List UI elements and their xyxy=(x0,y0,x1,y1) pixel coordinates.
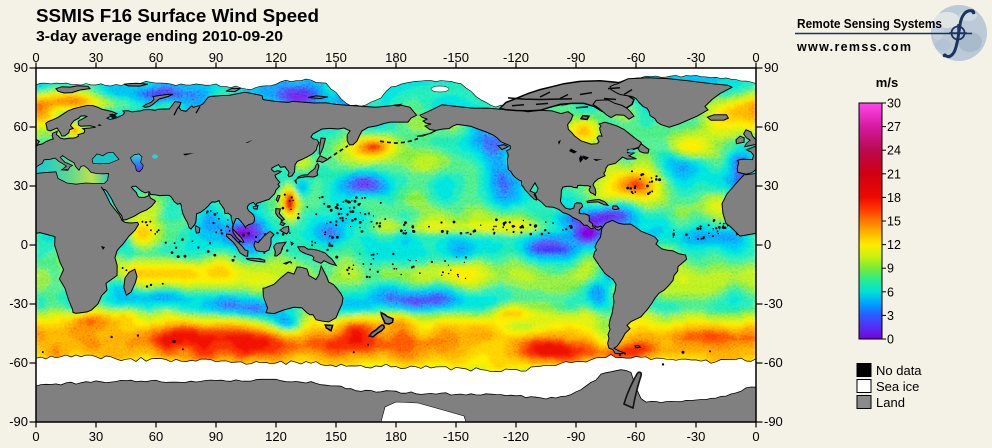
svg-text:0: 0 xyxy=(752,50,759,65)
svg-text:27: 27 xyxy=(887,120,901,134)
svg-text:Land: Land xyxy=(876,395,905,410)
svg-text:-90: -90 xyxy=(9,414,28,429)
svg-text:180: 180 xyxy=(385,50,407,65)
svg-text:6: 6 xyxy=(887,285,894,299)
svg-text:-120: -120 xyxy=(503,429,529,444)
svg-text:150: 150 xyxy=(325,50,347,65)
svg-text:No data: No data xyxy=(876,363,922,378)
svg-text:0: 0 xyxy=(21,237,28,252)
svg-text:90: 90 xyxy=(209,429,223,444)
svg-text:24: 24 xyxy=(887,144,901,158)
svg-text:-60: -60 xyxy=(627,429,646,444)
svg-text:-150: -150 xyxy=(443,429,469,444)
svg-text:30: 30 xyxy=(14,178,28,193)
svg-text:-30: -30 xyxy=(687,50,706,65)
svg-text:3-day average ending 2010-09-2: 3-day average ending 2010-09-20 xyxy=(36,28,283,45)
svg-text:0: 0 xyxy=(764,237,771,252)
svg-text:90: 90 xyxy=(14,60,28,75)
svg-text:60: 60 xyxy=(14,119,28,134)
svg-text:0: 0 xyxy=(32,50,39,65)
svg-text:120: 120 xyxy=(265,50,287,65)
svg-text:3: 3 xyxy=(887,309,894,323)
svg-text:SSMIS F16 Surface Wind Speed: SSMIS F16 Surface Wind Speed xyxy=(36,5,319,26)
svg-text:0: 0 xyxy=(32,429,39,444)
svg-text:-90: -90 xyxy=(764,414,783,429)
svg-text:0: 0 xyxy=(752,429,759,444)
svg-text:-30: -30 xyxy=(687,429,706,444)
svg-text:-60: -60 xyxy=(9,355,28,370)
svg-text:-120: -120 xyxy=(503,50,529,65)
svg-text:90: 90 xyxy=(764,60,778,75)
svg-text:9: 9 xyxy=(887,262,894,276)
svg-text:0: 0 xyxy=(887,333,894,347)
svg-text:m/s: m/s xyxy=(876,75,898,90)
svg-text:-90: -90 xyxy=(567,429,586,444)
svg-text:18: 18 xyxy=(887,191,901,205)
svg-text:-60: -60 xyxy=(764,355,783,370)
svg-text:www.remss.com: www.remss.com xyxy=(796,40,911,54)
svg-text:180: 180 xyxy=(385,429,407,444)
svg-text:90: 90 xyxy=(209,50,223,65)
svg-text:60: 60 xyxy=(764,119,778,134)
svg-text:15: 15 xyxy=(887,215,901,229)
svg-text:-60: -60 xyxy=(627,50,646,65)
svg-text:150: 150 xyxy=(325,429,347,444)
svg-text:-90: -90 xyxy=(567,50,586,65)
svg-text:12: 12 xyxy=(887,238,901,252)
svg-text:21: 21 xyxy=(887,167,901,181)
svg-text:30: 30 xyxy=(89,50,103,65)
svg-text:60: 60 xyxy=(149,429,163,444)
svg-text:120: 120 xyxy=(265,429,287,444)
svg-text:Remote Sensing Systems: Remote Sensing Systems xyxy=(797,16,942,31)
svg-text:30: 30 xyxy=(764,178,778,193)
svg-text:-30: -30 xyxy=(9,296,28,311)
svg-text:60: 60 xyxy=(149,50,163,65)
svg-text:30: 30 xyxy=(887,97,901,111)
svg-text:-30: -30 xyxy=(764,296,783,311)
svg-text:Sea ice: Sea ice xyxy=(876,379,919,394)
svg-text:-150: -150 xyxy=(443,50,469,65)
svg-text:30: 30 xyxy=(89,429,103,444)
